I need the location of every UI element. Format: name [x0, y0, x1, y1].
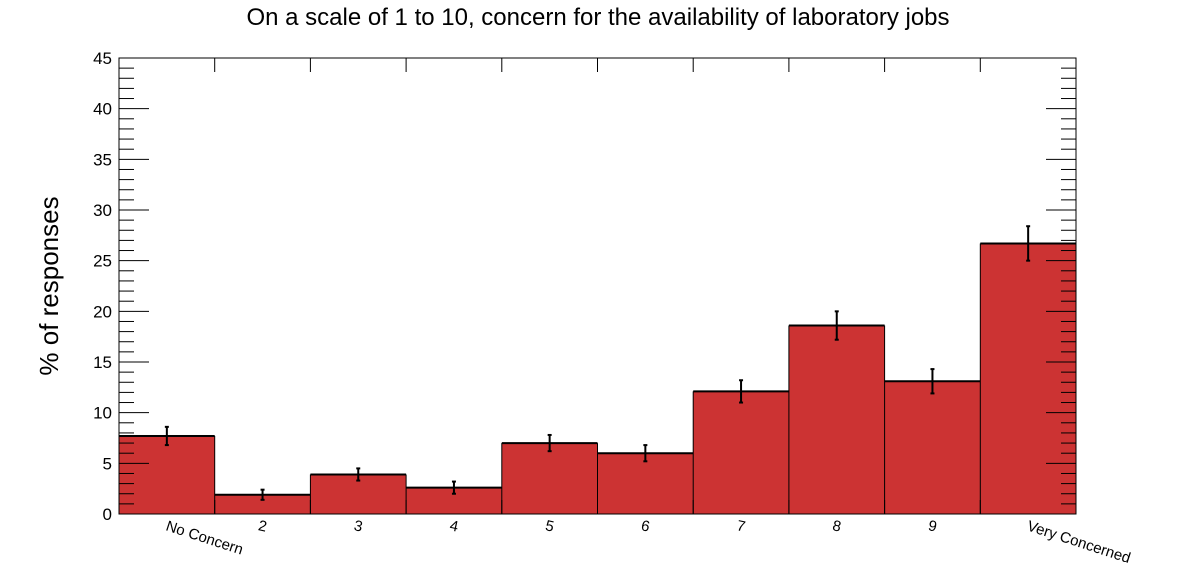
x-tick-label: Very Concerned — [1025, 518, 1133, 567]
y-axis-label: % of responses — [34, 196, 64, 375]
x-tick-label: 4 — [448, 517, 460, 535]
y-tick-label: 25 — [93, 252, 112, 271]
bar — [214, 494, 311, 514]
x-tick-label: 9 — [927, 517, 939, 535]
y-tick-label: 15 — [93, 353, 112, 372]
bar — [980, 243, 1076, 514]
bars-group — [119, 242, 1076, 514]
y-tick-label: 0 — [103, 505, 112, 524]
y-tick-label: 45 — [93, 49, 112, 68]
x-tick-label: 2 — [257, 517, 269, 535]
x-tick-label: 6 — [640, 517, 652, 535]
error-bars-group — [164, 225, 1031, 501]
bar — [693, 391, 789, 514]
x-tick-label: 5 — [544, 517, 556, 535]
chart-title: On a scale of 1 to 10, concern for the a… — [246, 4, 950, 31]
y-tick-label: 30 — [93, 201, 112, 220]
y-tick-label: 40 — [93, 100, 112, 119]
y-tick-label: 35 — [93, 150, 112, 169]
x-tick-label: 7 — [735, 517, 747, 535]
bar — [119, 435, 215, 514]
axis-ticks-group — [118, 57, 1077, 515]
x-tick-labels: No Concern 2 3 4 5 6 7 8 9 Very Concerned — [164, 517, 1133, 567]
x-tick-label: 3 — [352, 517, 364, 535]
bar — [501, 443, 598, 514]
y-tick-labels: 0 5 10 15 20 25 30 35 40 45 — [93, 49, 112, 524]
y-tick-label: 5 — [103, 454, 112, 473]
bar — [788, 325, 885, 514]
bar — [884, 381, 981, 514]
bar — [597, 453, 694, 514]
x-tick-label: 8 — [831, 517, 843, 535]
y-tick-label: 10 — [93, 404, 112, 423]
x-tick-label: No Concern — [164, 518, 245, 559]
y-tick-label: 20 — [93, 302, 112, 321]
